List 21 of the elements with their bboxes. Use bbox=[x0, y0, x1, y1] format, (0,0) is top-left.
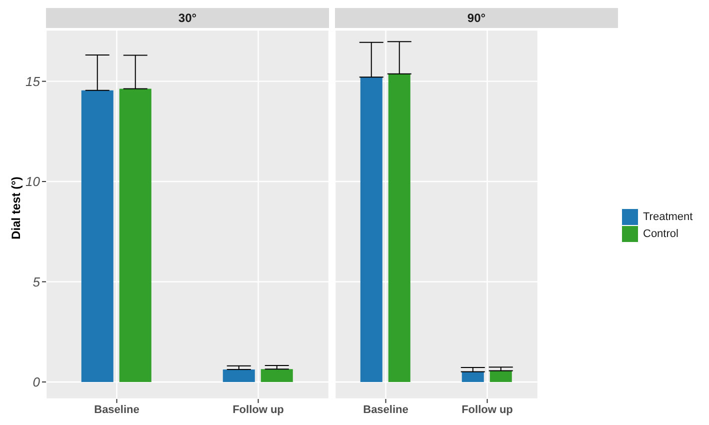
bar bbox=[490, 370, 512, 382]
bar bbox=[222, 370, 255, 382]
y-tick-label: 0 bbox=[32, 374, 41, 390]
chart-title: 30° bbox=[178, 11, 197, 25]
bar bbox=[462, 372, 484, 382]
y-tick-label: 10 bbox=[26, 174, 41, 190]
x-tick-label: Baseline bbox=[94, 404, 140, 416]
chart-title: 90° bbox=[467, 11, 486, 25]
bar bbox=[388, 74, 410, 382]
bar bbox=[260, 369, 293, 382]
x-tick-label: Baseline bbox=[363, 404, 408, 416]
legend-label: Control bbox=[643, 228, 678, 240]
y-tick-label: 15 bbox=[26, 74, 41, 89]
x-tick-label: Follow up bbox=[232, 404, 284, 416]
bar bbox=[81, 90, 114, 382]
bar bbox=[360, 77, 382, 382]
y-axis-title: Dial test (°) bbox=[9, 176, 23, 240]
legend-label: Treatment bbox=[643, 210, 693, 222]
y-tick-label: 5 bbox=[32, 274, 41, 290]
bar bbox=[119, 88, 152, 382]
x-tick-label: Follow up bbox=[462, 404, 514, 416]
